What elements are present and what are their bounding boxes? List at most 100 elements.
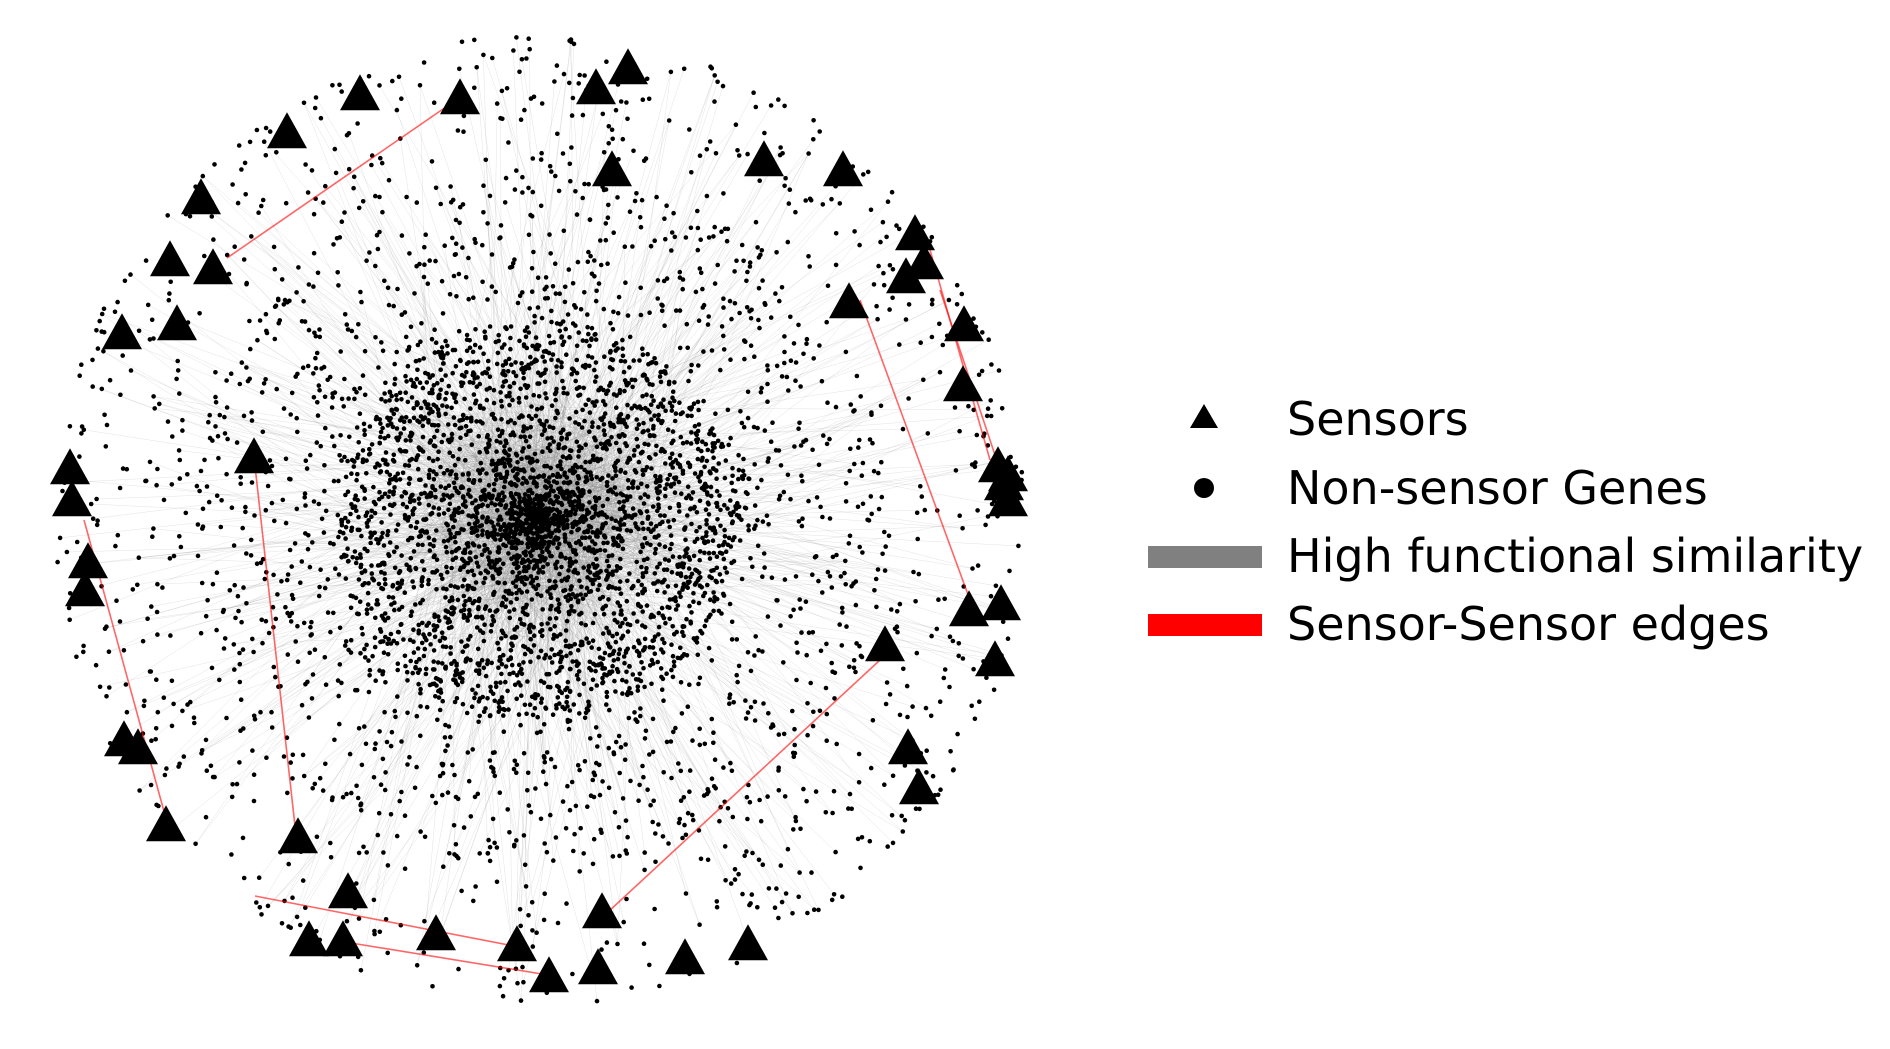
gene-node (348, 605, 354, 611)
gene-node (736, 504, 742, 510)
similarity-edge (470, 582, 663, 591)
gene-node (351, 464, 357, 469)
similarity-edge (509, 213, 674, 427)
similarity-edge (488, 553, 765, 601)
gene-node (776, 97, 781, 102)
similarity-edge (528, 446, 532, 488)
gene-node (608, 320, 613, 326)
gene-node (548, 483, 554, 489)
gene-node (774, 250, 779, 255)
similarity-edge (341, 460, 515, 526)
gene-node (458, 435, 463, 441)
gene-node (435, 660, 441, 665)
similarity-edge (434, 425, 540, 558)
similarity-edge (553, 518, 707, 621)
gene-node (499, 671, 504, 677)
gene-node (353, 334, 359, 340)
gene-node (260, 197, 266, 203)
gene-node (441, 864, 446, 869)
similarity-edge (485, 528, 550, 677)
similarity-edge (518, 365, 768, 471)
gene-node (364, 258, 369, 264)
gene-node (330, 83, 335, 88)
gene-node (122, 278, 128, 284)
gene-node (412, 291, 417, 296)
gene-node (722, 475, 728, 481)
gene-node (535, 714, 540, 720)
gene-node (656, 610, 662, 616)
gene-node (281, 754, 287, 759)
gene-node (564, 352, 569, 358)
similarity-edge (556, 483, 818, 498)
gene-node (666, 841, 671, 846)
gene-node (639, 564, 644, 570)
gene-node (535, 275, 541, 281)
gene-node (860, 550, 865, 555)
gene-node (499, 636, 504, 641)
gene-node (475, 359, 481, 365)
similarity-edge (348, 133, 491, 531)
gene-node (533, 786, 538, 791)
similarity-edge (474, 563, 690, 582)
gene-node (761, 701, 766, 706)
gene-node (612, 810, 618, 815)
gene-node (342, 312, 348, 317)
gene-node (580, 407, 585, 413)
similarity-edge (536, 571, 561, 663)
gene-node (603, 221, 609, 226)
gene-node (814, 495, 820, 500)
gene-node (697, 479, 703, 484)
gene-node (820, 202, 826, 207)
similarity-edge (459, 203, 840, 581)
gene-node (392, 708, 398, 714)
gene-node (475, 519, 480, 525)
similarity-edge (543, 305, 663, 525)
similarity-edge (620, 409, 648, 457)
gene-node (600, 779, 605, 784)
gene-node (695, 456, 701, 462)
gene-node (411, 627, 416, 632)
gene-node (439, 377, 445, 383)
gene-node (937, 369, 943, 375)
gene-node (755, 425, 760, 431)
gene-node (444, 549, 450, 555)
gene-node (681, 795, 687, 800)
gene-node (711, 234, 716, 239)
gene-node (285, 652, 291, 657)
gene-node (366, 689, 372, 695)
similarity-edge (448, 523, 470, 534)
gene-node (542, 755, 547, 760)
similarity-edge (542, 474, 620, 828)
gene-node (453, 241, 459, 246)
similarity-edge (457, 351, 545, 480)
gene-node (443, 595, 448, 600)
similarity-edge (434, 352, 530, 516)
gene-node (685, 513, 690, 518)
gene-node (530, 944, 536, 949)
gene-node (67, 424, 73, 429)
gene-node (538, 700, 544, 705)
gene-node (391, 303, 397, 309)
gene-node (463, 599, 468, 604)
gene-node (840, 894, 845, 899)
similarity-edge (478, 552, 511, 666)
gene-node (702, 464, 707, 470)
gene-node (563, 826, 569, 831)
gene-node (542, 379, 548, 385)
gene-node (553, 494, 559, 499)
gene-node (453, 472, 459, 478)
gene-node (714, 565, 720, 571)
similarity-edge (420, 334, 595, 521)
gene-node (481, 665, 487, 671)
similarity-edge (523, 193, 637, 517)
gene-node (207, 412, 212, 418)
gene-node (874, 604, 879, 610)
similarity-edge (423, 439, 467, 953)
similarity-edge (391, 396, 476, 610)
gene-node (354, 783, 359, 789)
gene-node (460, 472, 466, 477)
similarity-edge (534, 225, 897, 514)
gene-node (571, 702, 577, 707)
gene-node (516, 662, 522, 668)
gene-node (261, 381, 267, 386)
